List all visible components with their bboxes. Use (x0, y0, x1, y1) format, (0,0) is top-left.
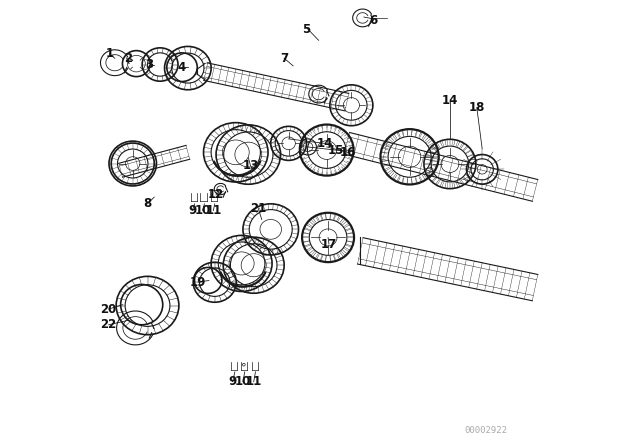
Text: 10: 10 (235, 375, 251, 388)
Text: 14: 14 (442, 94, 458, 108)
Text: 4: 4 (177, 60, 185, 74)
Text: 8: 8 (143, 197, 152, 211)
Bar (210, 190, 218, 197)
Text: 11: 11 (205, 204, 221, 217)
Text: 9: 9 (228, 375, 237, 388)
Text: 21: 21 (250, 202, 266, 215)
Text: 15: 15 (328, 143, 344, 157)
Text: 2: 2 (124, 52, 132, 65)
Text: 17: 17 (321, 237, 337, 251)
Text: 22: 22 (100, 318, 116, 332)
Text: 13: 13 (243, 159, 259, 172)
Text: 20: 20 (100, 302, 116, 316)
Text: 11: 11 (246, 375, 262, 388)
Text: 00002922: 00002922 (464, 426, 508, 435)
Text: 3: 3 (145, 58, 153, 72)
Text: 6: 6 (370, 13, 378, 27)
Text: 10: 10 (195, 204, 211, 217)
Text: 5: 5 (303, 22, 310, 36)
Text: 9: 9 (188, 204, 196, 217)
Text: 16: 16 (340, 146, 356, 159)
Text: 14: 14 (316, 137, 333, 150)
Text: 19: 19 (190, 276, 206, 289)
Text: 12: 12 (208, 188, 224, 202)
Text: 18: 18 (468, 101, 485, 114)
Text: 1: 1 (106, 47, 113, 60)
Text: 7: 7 (280, 52, 288, 65)
